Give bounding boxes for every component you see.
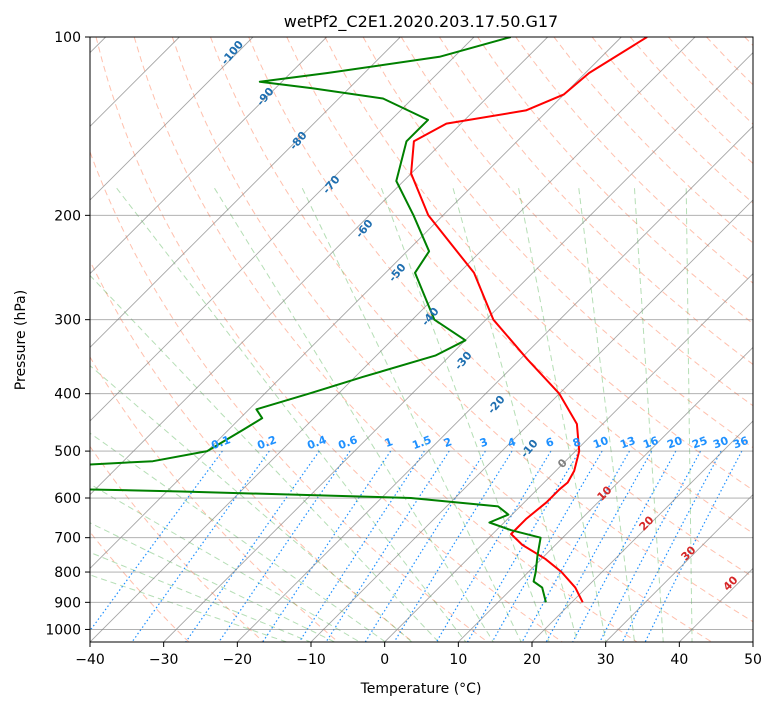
- mixing-ratio-label: 2: [442, 435, 454, 450]
- moist-adiabat-line: [214, 187, 494, 642]
- mixing-ratio-label: 0.4: [305, 433, 328, 452]
- mixing-ratio-line: [572, 450, 677, 642]
- mixing-ratio-label: 0.1: [209, 433, 232, 452]
- mixing-ratio-line: [521, 450, 631, 642]
- mixing-ratio-line: [644, 450, 743, 642]
- dry-adiabat-line: [171, 37, 712, 642]
- x-tick-label: 40: [670, 652, 688, 668]
- mixing-ratio-label: 8: [571, 435, 583, 450]
- mixing-ratio-line: [90, 450, 223, 632]
- dry-adiabat-line: [133, 37, 638, 642]
- isotherm-line: [90, 37, 548, 496]
- isotherm-line: [310, 199, 753, 642]
- moist-adiabat-line: [380, 188, 550, 642]
- moist-adiabat-line: [301, 187, 522, 642]
- isotherm-line: [458, 346, 753, 642]
- mixing-ratio-label: 6: [544, 435, 556, 450]
- moist-adiabat-line: [90, 364, 413, 642]
- moist-adiabat-line: [90, 274, 439, 642]
- mixing-ratio-label: 0.2: [255, 433, 278, 452]
- mixing-ratio-line: [599, 450, 702, 642]
- dry-adiabat-line: [90, 150, 488, 642]
- moist-adiabat-line: [518, 188, 607, 642]
- moist-adiabat-line: [685, 188, 693, 642]
- y-tick-label: 300: [54, 313, 81, 329]
- mixing-ratio-label: 0.6: [336, 433, 359, 452]
- mixing-ratio-label: 13: [618, 434, 637, 451]
- y-tick-label: 500: [54, 444, 81, 460]
- dry-adiabat-line: [477, 37, 753, 325]
- moist-adiabat-line: [116, 187, 467, 642]
- dry-adiabat-line: [95, 37, 563, 642]
- isotherm-line: [237, 125, 753, 642]
- x-tick-label: 30: [597, 652, 615, 668]
- dewpoint-profile-line: [90, 37, 547, 603]
- mixing-ratio-line: [218, 450, 351, 642]
- y-tick-label: 900: [54, 595, 81, 611]
- mixing-ratio-label: 1: [383, 435, 395, 450]
- x-tick-label: 0: [380, 652, 389, 668]
- isotherm-line: [90, 37, 401, 348]
- dry-adiabat-line: [324, 37, 753, 491]
- y-tick-label: 800: [54, 565, 81, 581]
- mixing-ratio-label: 16: [641, 434, 660, 452]
- mixing-ratio-label: 30: [711, 434, 730, 452]
- moist-adiabat-line: [634, 188, 664, 642]
- x-tick-label: −30: [149, 652, 179, 668]
- y-tick-label: 1000: [45, 622, 81, 638]
- mixing-ratio-label: 1.5: [410, 433, 433, 452]
- isotherm-line: [90, 37, 696, 642]
- isotherm-line: [90, 37, 327, 275]
- x-tick-label: −20: [223, 652, 253, 668]
- dry-adiabat-line: [90, 356, 339, 642]
- mixing-ratio-label: 25: [690, 434, 709, 451]
- isotherm-line: [90, 37, 622, 569]
- mixing-ratio-line: [621, 450, 722, 642]
- mixing-ratio-line: [545, 450, 653, 642]
- x-tick-label: 20: [523, 652, 541, 668]
- isotherm-line: [163, 52, 753, 642]
- dry-adiabat-line: [210, 37, 753, 623]
- moist-adiabat-line: [90, 483, 360, 642]
- isotherm-line: [384, 273, 753, 642]
- chart-title: wetPf2_C2E1.2020.203.17.50.G17: [284, 12, 558, 32]
- isotherm-line: [90, 37, 475, 422]
- x-tick-label: 10: [449, 652, 467, 668]
- moist-adiabat-line: [90, 551, 311, 642]
- mixing-ratio-line: [298, 450, 425, 642]
- plot-frame: [89, 36, 754, 643]
- y-tick-label: 700: [54, 531, 81, 547]
- y-tick-label: 100: [54, 30, 81, 46]
- y-tick-label: 600: [54, 491, 81, 507]
- isotherm-line: [605, 494, 753, 642]
- temperature-profile-line: [410, 37, 648, 603]
- mixing-ratio-label: 10: [591, 434, 610, 452]
- isotherm-line: [90, 37, 254, 201]
- y-tick-label: 200: [54, 208, 81, 224]
- moist-adiabat-line: [578, 188, 635, 642]
- mixing-ratio-label: 4: [506, 435, 518, 450]
- mixing-ratio-line: [491, 450, 603, 642]
- dry-adiabat-line: [438, 37, 753, 366]
- y-axis-label: Pressure (hPa): [13, 290, 29, 390]
- x-axis-label: Temperature (°C): [360, 681, 482, 697]
- mixing-ratio-line: [262, 450, 392, 642]
- dry-adiabat-line: [90, 445, 264, 642]
- mixing-ratio-label: 20: [665, 434, 684, 452]
- moist-adiabat-line: [452, 188, 578, 642]
- mixing-ratio-label: 3: [478, 435, 490, 450]
- x-tick-label: 50: [744, 652, 762, 668]
- isotherm-line: [531, 420, 753, 642]
- x-tick-label: −40: [75, 652, 105, 668]
- dry-adiabat-line: [248, 37, 753, 578]
- x-tick-label: −10: [296, 652, 326, 668]
- y-tick-label: 400: [54, 387, 81, 403]
- mixing-ratio-label: 36: [731, 434, 750, 452]
